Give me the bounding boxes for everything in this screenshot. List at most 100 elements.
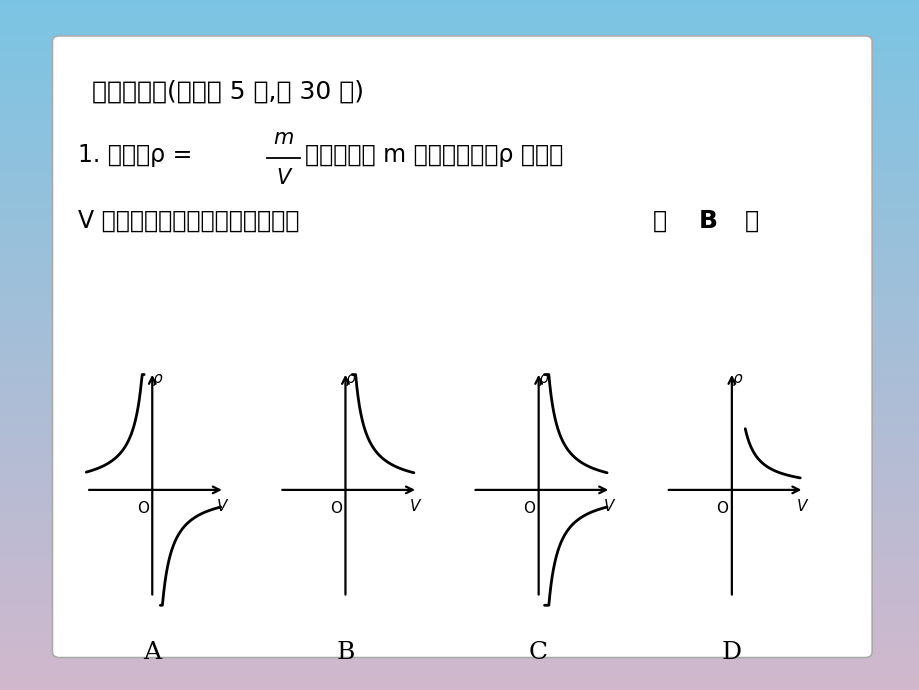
Bar xyxy=(0,38,919,41)
Text: （: （ xyxy=(652,209,666,233)
Bar xyxy=(0,361,919,364)
Bar xyxy=(0,59,919,62)
Bar xyxy=(0,687,919,690)
Bar xyxy=(0,639,919,642)
Bar xyxy=(0,78,919,81)
Bar xyxy=(0,167,919,170)
Bar xyxy=(0,518,919,520)
Bar xyxy=(0,364,919,366)
Bar xyxy=(0,345,919,348)
Bar xyxy=(0,280,919,283)
Bar xyxy=(0,154,919,157)
Bar xyxy=(0,215,919,218)
Bar xyxy=(0,431,919,434)
Bar xyxy=(0,110,919,113)
Bar xyxy=(0,625,919,628)
Bar xyxy=(0,437,919,440)
Bar xyxy=(0,393,919,396)
Text: ρ: ρ xyxy=(732,371,742,386)
Bar xyxy=(0,593,919,595)
Bar xyxy=(0,569,919,571)
Text: V: V xyxy=(603,499,613,514)
Bar xyxy=(0,342,919,345)
Bar xyxy=(0,458,919,461)
Bar xyxy=(0,496,919,499)
Bar xyxy=(0,622,919,625)
Bar xyxy=(0,402,919,404)
Bar xyxy=(0,30,919,32)
Bar xyxy=(0,8,919,11)
Bar xyxy=(0,127,919,130)
Bar xyxy=(0,413,919,415)
Bar xyxy=(0,442,919,445)
Bar xyxy=(0,253,919,256)
Bar xyxy=(0,526,919,529)
Bar xyxy=(0,356,919,359)
Bar xyxy=(0,353,919,356)
Bar xyxy=(0,671,919,674)
Bar xyxy=(0,175,919,178)
Bar xyxy=(0,351,919,353)
Bar xyxy=(0,366,919,369)
Bar xyxy=(0,506,919,509)
Bar xyxy=(0,161,919,164)
Text: ρ: ρ xyxy=(539,371,549,386)
Bar xyxy=(0,310,919,313)
Bar xyxy=(0,178,919,181)
Bar xyxy=(0,208,919,210)
Bar xyxy=(0,542,919,544)
Bar xyxy=(0,243,919,245)
Bar xyxy=(0,286,919,288)
Bar xyxy=(0,440,919,442)
Bar xyxy=(0,221,919,224)
Bar xyxy=(0,558,919,560)
Bar xyxy=(0,62,919,65)
Bar xyxy=(0,140,919,143)
Bar xyxy=(0,679,919,682)
Bar xyxy=(0,676,919,679)
Bar xyxy=(0,372,919,375)
Bar xyxy=(0,585,919,588)
Bar xyxy=(0,642,919,644)
Bar xyxy=(0,377,919,380)
Bar xyxy=(0,275,919,277)
Bar xyxy=(0,92,919,95)
Bar xyxy=(0,339,919,342)
Bar xyxy=(0,194,919,197)
Bar xyxy=(0,48,919,51)
Bar xyxy=(0,649,919,652)
Bar xyxy=(0,16,919,19)
Bar xyxy=(0,151,919,154)
Bar xyxy=(0,0,919,3)
Bar xyxy=(0,529,919,531)
Bar xyxy=(0,277,919,280)
Bar xyxy=(0,536,919,539)
Bar xyxy=(0,580,919,582)
Bar xyxy=(0,615,919,618)
Bar xyxy=(0,620,919,622)
Bar xyxy=(0,477,919,480)
Bar xyxy=(0,469,919,472)
Bar xyxy=(0,407,919,410)
Bar xyxy=(0,472,919,475)
Bar xyxy=(0,544,919,547)
Bar xyxy=(0,218,919,221)
Text: 一、选择题(每小题 5 分,共 30 分): 一、选择题(每小题 5 分,共 30 分) xyxy=(92,79,364,104)
Bar xyxy=(0,566,919,569)
Bar xyxy=(0,283,919,286)
Text: O: O xyxy=(523,501,535,515)
Bar xyxy=(0,663,919,666)
Bar xyxy=(0,666,919,669)
Bar xyxy=(0,113,919,116)
Bar xyxy=(0,359,919,361)
Bar xyxy=(0,658,919,660)
Bar xyxy=(0,636,919,639)
Bar xyxy=(0,318,919,321)
Bar xyxy=(0,539,919,542)
Text: O: O xyxy=(716,501,728,515)
Bar xyxy=(0,240,919,243)
Bar xyxy=(0,577,919,580)
Bar xyxy=(0,148,919,151)
Bar xyxy=(0,313,919,315)
Bar xyxy=(0,410,919,413)
